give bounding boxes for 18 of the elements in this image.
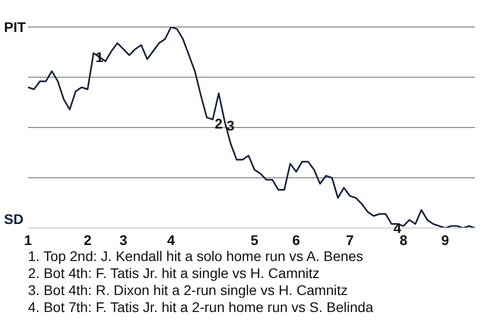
x-tick-label: 7 [346,232,354,248]
text: PIT [4,19,26,35]
text: 1. Top 2nd: J. Kendall hit a solo home run vs A. Benes [28,248,364,265]
x-tick-label: 8 [400,232,408,248]
annotation: 2 [214,115,223,132]
x-tick-label: 5 [250,232,259,248]
text: SD [4,211,24,227]
annotation: 4 [394,220,402,236]
text: 2. Bot 4th: F. Tatis Jr. hit a single vs H. Camnitz [28,265,321,282]
annotation: 3 [226,117,235,134]
text: 4. Bot 7th: F. Tatis Jr. hit a 2-run home run vs S. Belinda [28,299,374,316]
x-tick-label: 1 [24,232,32,248]
text: 3. Bot 4th: R. Dixon hit a 2-run single vs H. Camnitz [28,282,349,299]
x-tick-label: 4 [167,232,176,248]
x-tick-label: 6 [292,232,300,248]
x-tick-label: 3 [119,232,128,248]
x-tick-label: 9 [441,232,450,248]
x-tick-label: 2 [84,232,92,248]
